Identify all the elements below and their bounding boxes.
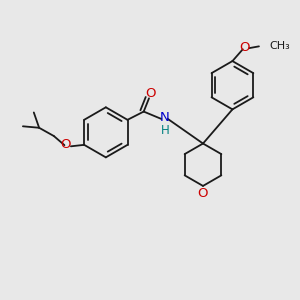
Text: CH₃: CH₃ (269, 41, 290, 51)
Text: O: O (198, 187, 208, 200)
Text: H: H (160, 124, 169, 136)
Text: O: O (239, 41, 250, 54)
Text: N: N (160, 111, 170, 124)
Text: O: O (145, 86, 156, 100)
Text: O: O (60, 138, 71, 151)
